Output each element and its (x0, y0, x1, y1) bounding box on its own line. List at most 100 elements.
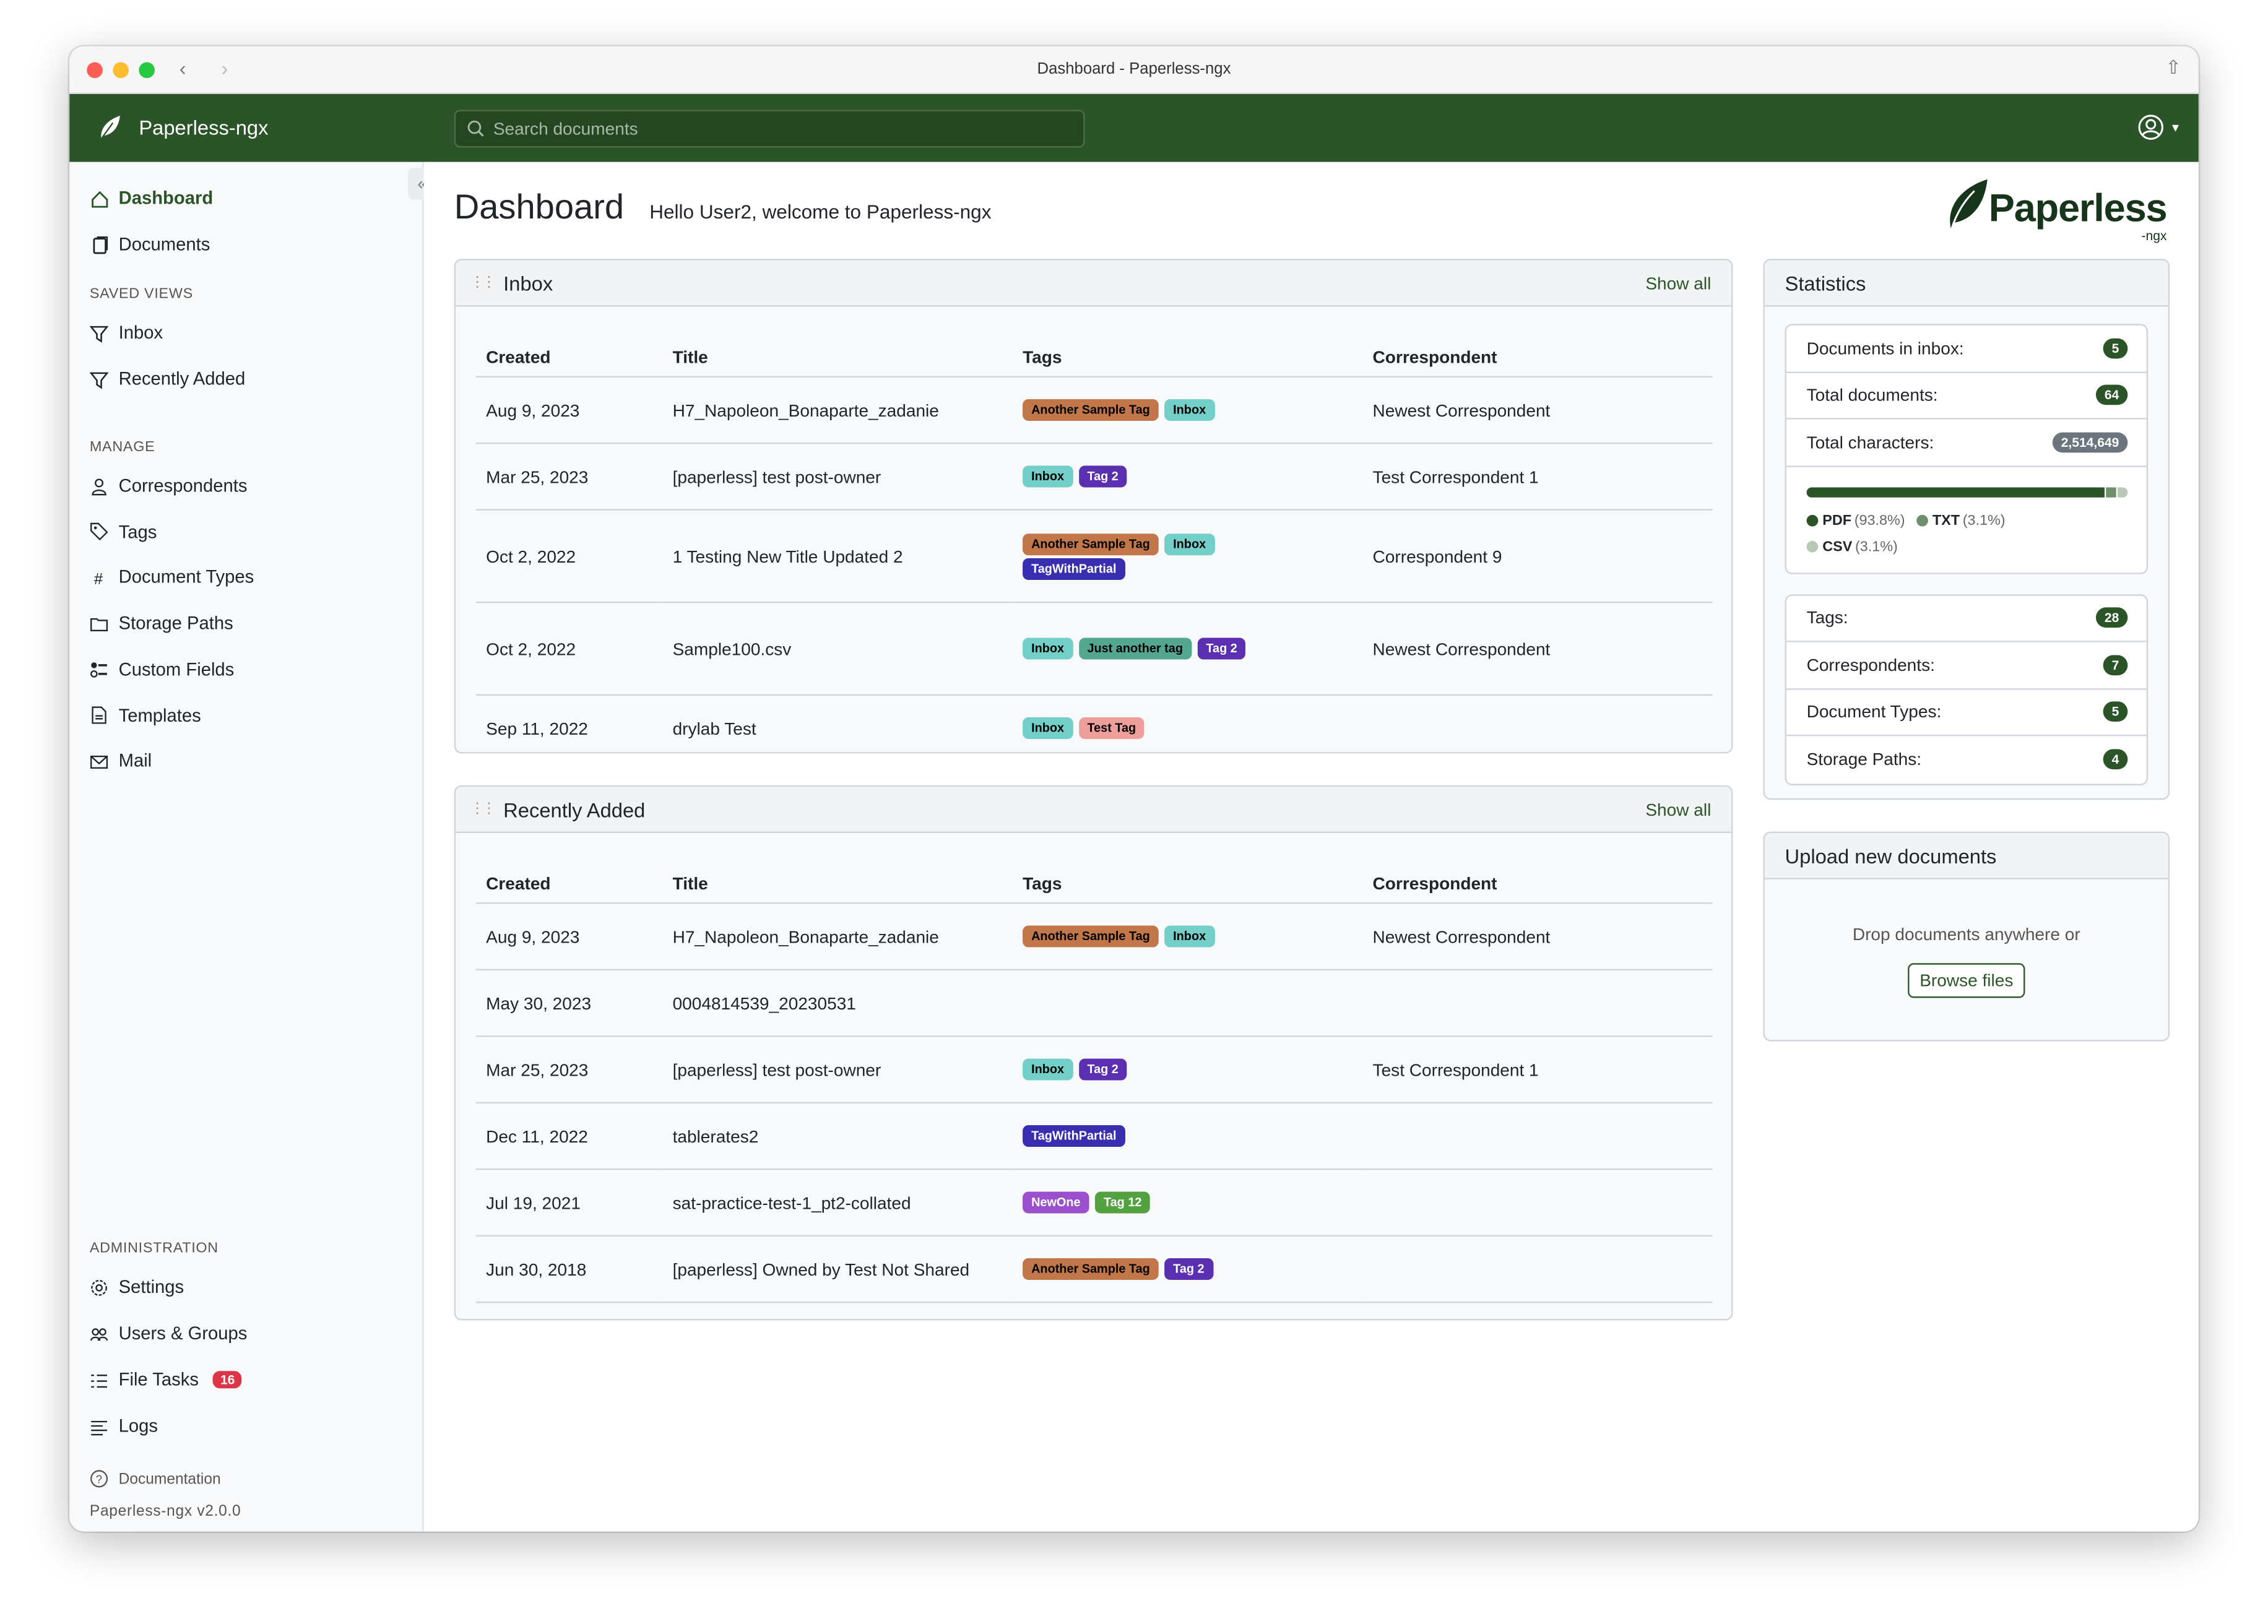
tag-badge[interactable]: Tag 2 (1078, 465, 1127, 488)
tag-badge[interactable]: Another Sample Tag (1023, 399, 1159, 421)
title-cell[interactable]: [paperless] test post-owner (662, 1036, 1013, 1104)
correspondent-cell[interactable] (1362, 1169, 1713, 1237)
tag-badge[interactable]: Inbox (1023, 637, 1073, 660)
correspondent-cell[interactable]: Test Correspondent 1 (1362, 443, 1713, 511)
title-cell[interactable]: sat-practice-test-1_pt2-collated (662, 1169, 1013, 1237)
drag-handle-icon[interactable]: ⋮⋮ (470, 801, 496, 818)
table-row[interactable]: Dec 11, 2022 tablerates2 TagWithPartial (475, 1102, 1713, 1170)
table-row[interactable]: Aug 9, 2023 H7_Napoleon_Bonaparte_zadanie… (475, 376, 1713, 444)
sidebar-item-documents[interactable]: Documents (90, 235, 210, 254)
tag-badge[interactable]: Another Sample Tag (1023, 925, 1159, 948)
tag-badge[interactable]: NewOne (1023, 1191, 1089, 1214)
table-row[interactable]: Mar 25, 2023 [paperless] test post-owner I… (475, 1036, 1713, 1104)
tags-cell: Another Sample Tag Inbox (1012, 903, 1363, 970)
sidebar-item-settings[interactable]: Settings (90, 1277, 184, 1297)
correspondent-cell[interactable] (1362, 1235, 1713, 1303)
correspondent-cell[interactable]: Newest Correspondent (1362, 903, 1713, 970)
show-all-link[interactable]: Show all (1645, 799, 1712, 819)
sidebar-item-inbox[interactable]: Inbox (89, 322, 163, 343)
tag-badge[interactable]: Inbox (1164, 533, 1215, 555)
show-all-link[interactable]: Show all (1645, 272, 1712, 293)
column-header[interactable]: Title (662, 329, 1013, 378)
sidebar-item-users-groups[interactable]: Users & Groups (90, 1323, 247, 1344)
tag-badge[interactable]: Tag 2 (1078, 1058, 1127, 1081)
legend-dot-icon (1806, 540, 1819, 552)
tag-badge[interactable]: Tag 2 (1164, 1258, 1213, 1281)
tags-cell: Inbox Tag 2 (1012, 1036, 1363, 1104)
tag-badge[interactable]: TagWithPartial (1023, 1125, 1125, 1147)
search-input[interactable]: Search documents (454, 110, 1085, 148)
title-cell[interactable]: 1 Testing New Title Updated 2 (662, 509, 1013, 603)
minimize-window-button[interactable] (113, 62, 129, 79)
title-cell[interactable]: tablerates2 (662, 1102, 1013, 1170)
table-row[interactable]: Sep 11, 2022 drylab Test Inbox Test Tag (475, 694, 1713, 753)
sidebar-item-label: File Tasks (118, 1369, 199, 1390)
title-cell[interactable]: [paperless] test post-owner (662, 443, 1013, 511)
title-cell[interactable]: 0004814539_20230531 (662, 969, 1013, 1037)
tag-badge[interactable]: Inbox (1164, 399, 1215, 421)
table-row[interactable]: Oct 2, 2022 1 Testing New Title Updated 2… (475, 509, 1713, 603)
tag-badge[interactable]: Tag 2 (1197, 637, 1246, 660)
table-row[interactable]: Aug 9, 2023 H7_Napoleon_Bonaparte_zadanie… (475, 903, 1713, 970)
back-icon[interactable]: ‹ (179, 56, 186, 80)
sidebar-item-document-types[interactable]: # Document Types (90, 568, 254, 588)
column-header[interactable]: Correspondent (1362, 329, 1713, 378)
stat-count-badge: 2,514,649 (2052, 432, 2128, 452)
sidebar-item-recently-added[interactable]: Recently Added (89, 369, 245, 389)
close-window-button[interactable] (87, 62, 103, 79)
sidebar-item-logs[interactable]: Logs (90, 1416, 158, 1436)
table-row[interactable]: Mar 25, 2023 [paperless] test post-owner I… (475, 443, 1713, 511)
browse-files-button[interactable]: Browse files (1908, 963, 2025, 998)
forward-icon[interactable]: › (221, 56, 228, 80)
table-row[interactable]: May 30, 2023 0004814539_20230531 (475, 969, 1713, 1037)
tag-badge[interactable]: Test Tag (1078, 717, 1145, 740)
window-title: Dashboard - Paperless-ngx (1037, 61, 1231, 79)
created-cell: Sep 11, 2022 (475, 694, 663, 753)
sidebar-item-tags[interactable]: Tags (90, 522, 157, 542)
column-header[interactable]: Title (662, 856, 1013, 904)
correspondent-cell[interactable] (1362, 694, 1713, 753)
title-cell[interactable]: H7_Napoleon_Bonaparte_zadanie (662, 376, 1013, 444)
sidebar-item-templates[interactable]: Templates (90, 705, 201, 725)
drag-handle-icon[interactable]: ⋮⋮ (470, 274, 496, 291)
maximize-window-button[interactable] (139, 62, 155, 79)
table-row[interactable]: Oct 2, 2022 Sample100.csv Inbox Just anothe… (475, 602, 1713, 696)
correspondent-cell[interactable]: Newest Correspondent (1362, 376, 1713, 444)
tag-badge[interactable]: Inbox (1164, 925, 1215, 948)
column-header[interactable]: Created (475, 856, 663, 904)
table-row[interactable]: Jun 30, 2018 [paperless] Owned by Test No… (475, 1235, 1713, 1303)
share-icon[interactable]: ⇧ (2165, 56, 2181, 79)
title-cell[interactable]: [paperless] Owned by Test Not Shared (662, 1235, 1013, 1303)
sidebar-item-custom-fields[interactable]: Custom Fields (90, 659, 234, 680)
tag-badge[interactable]: Inbox (1023, 465, 1073, 488)
title-cell[interactable]: drylab Test (662, 694, 1013, 753)
tag-badge[interactable]: Inbox (1023, 717, 1073, 740)
tag-badge[interactable]: TagWithPartial (1023, 557, 1125, 579)
column-header[interactable]: Tags (1012, 329, 1363, 378)
tag-badge[interactable]: Inbox (1023, 1058, 1073, 1081)
brand-link[interactable]: Paperless-ngx (98, 114, 268, 140)
tag-badge[interactable]: Tag 12 (1094, 1191, 1151, 1214)
correspondent-cell[interactable] (1362, 969, 1713, 1037)
user-menu-button[interactable]: ▼ (2138, 114, 2181, 140)
column-header[interactable]: Tags (1012, 856, 1363, 904)
tag-badge[interactable]: Just another tag (1078, 637, 1192, 660)
correspondent-cell[interactable]: Newest Correspondent (1362, 602, 1713, 696)
correspondent-cell[interactable] (1362, 1102, 1713, 1170)
title-cell[interactable]: H7_Napoleon_Bonaparte_zadanie (662, 903, 1013, 970)
tag-badge[interactable]: Another Sample Tag (1023, 1258, 1159, 1281)
correspondent-cell[interactable]: Correspondent 9 (1362, 509, 1713, 603)
title-cell[interactable]: Sample100.csv (662, 602, 1013, 696)
sidebar-item-file-tasks[interactable]: File Tasks 16 (90, 1369, 243, 1390)
tag-badge[interactable]: Another Sample Tag (1023, 533, 1159, 555)
sidebar-item-mail[interactable]: Mail (90, 751, 152, 771)
stat-row: Tags: 28 (1786, 595, 2147, 642)
column-header[interactable]: Created (475, 329, 663, 378)
documentation-link[interactable]: ? Documentation (90, 1469, 221, 1488)
column-header[interactable]: Correspondent (1362, 856, 1713, 904)
sidebar-item-correspondents[interactable]: Correspondents (90, 476, 247, 496)
sidebar-item-dashboard[interactable]: Dashboard (90, 188, 213, 208)
table-row[interactable]: Jul 19, 2021 sat-practice-test-1_pt2-coll… (475, 1169, 1713, 1237)
correspondent-cell[interactable]: Test Correspondent 1 (1362, 1036, 1713, 1104)
sidebar-item-storage-paths[interactable]: Storage Paths (90, 613, 233, 634)
